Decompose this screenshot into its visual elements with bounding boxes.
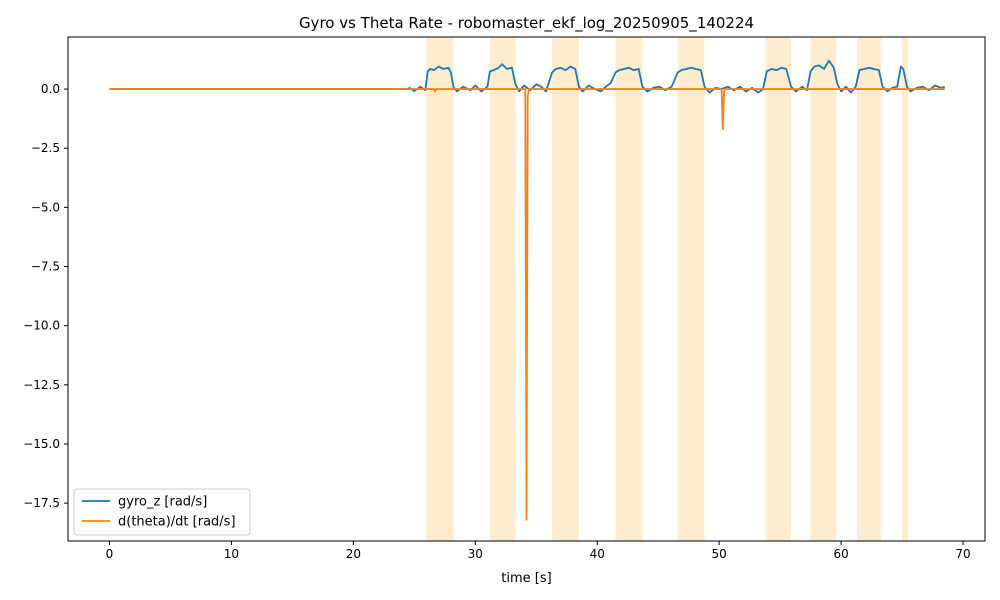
x-tick-label: 70 [955, 547, 970, 561]
x-tick-label: 20 [346, 547, 361, 561]
legend-label-2: d(theta)/dt [rad/s] [118, 515, 236, 530]
x-tick-label: 10 [224, 547, 239, 561]
x-tick-label: 60 [833, 547, 848, 561]
y-tick-label: −5.0 [31, 200, 60, 214]
shaded-regions [426, 37, 909, 541]
x-tick-label: 30 [468, 547, 483, 561]
x-tick-label: 0 [106, 547, 114, 561]
y-tick-label: −10.0 [23, 319, 60, 333]
series-line-2 [109, 88, 945, 521]
y-tick-label: −7.5 [31, 260, 60, 274]
shaded-region-8 [856, 37, 882, 541]
plot-area [109, 59, 946, 521]
y-tick-label: −17.5 [23, 496, 60, 510]
y-tick-label: −2.5 [31, 141, 60, 155]
chart-title: Gyro vs Theta Rate - robomaster_ekf_log_… [299, 14, 754, 33]
axes-frame [67, 36, 986, 542]
shaded-region-5 [677, 37, 705, 541]
shaded-region-6 [765, 37, 792, 541]
x-tick-label: 50 [712, 547, 727, 561]
legend-label-1: gyro_z [rad/s] [118, 495, 207, 510]
y-tick-label: −15.0 [23, 437, 60, 451]
x-axis: 0 10 20 30 40 50 60 70 [106, 541, 971, 561]
legend: gyro_z [rad/s] d(theta)/dt [rad/s] [73, 488, 251, 536]
shaded-region-2 [489, 37, 516, 541]
x-tick-label: 40 [590, 547, 605, 561]
y-axis: 0.0 −2.5 −5.0 −7.5 −10.0 −12.5 −15.0 −17.5 [23, 82, 68, 510]
shaded-region-4 [615, 37, 643, 541]
shaded-region-7 [810, 37, 837, 541]
x-axis-label: time [s] [501, 571, 551, 586]
y-tick-label: 0.0 [41, 82, 60, 96]
shaded-region-9 [902, 37, 909, 541]
shaded-region-1 [426, 37, 454, 541]
y-tick-label: −12.5 [23, 378, 60, 392]
legend-box [73, 488, 251, 536]
shaded-region-3 [552, 37, 579, 541]
